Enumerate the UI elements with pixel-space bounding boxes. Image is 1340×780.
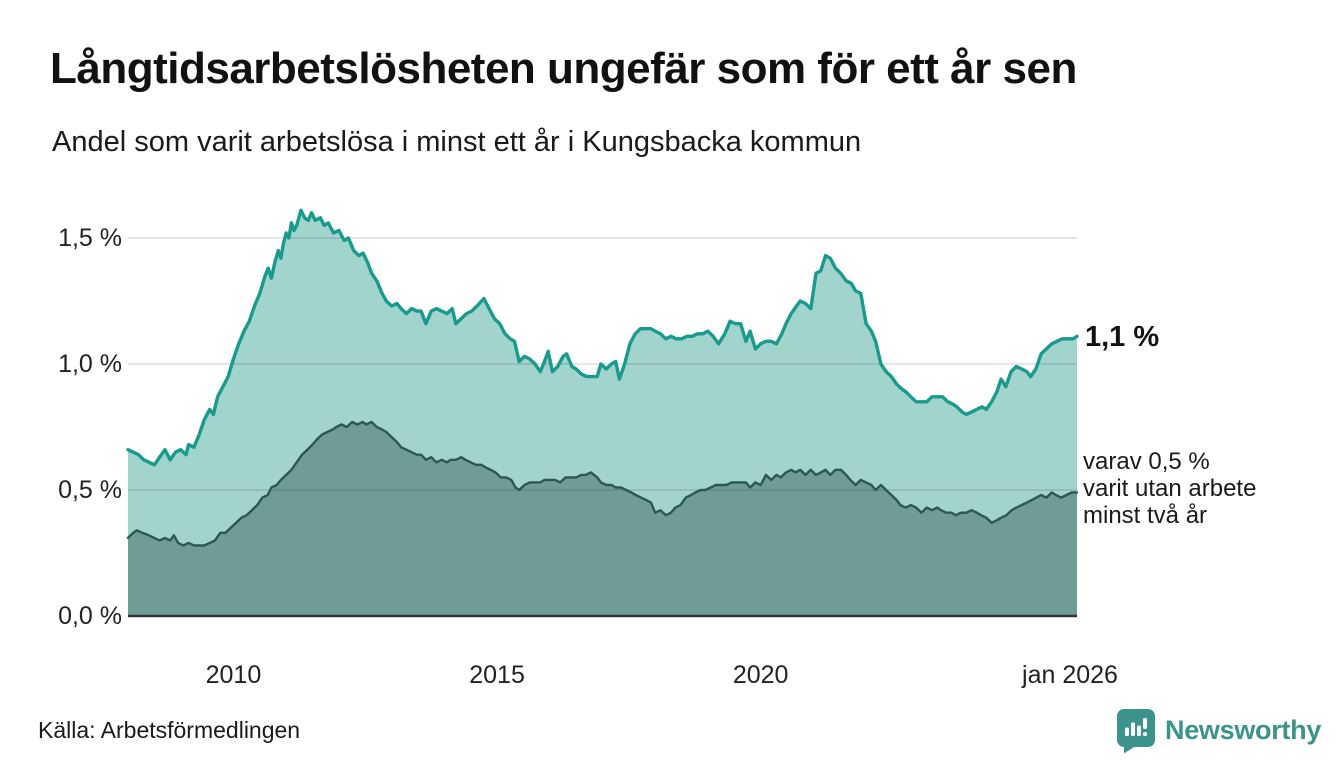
- x-tick-label: 2020: [732, 661, 789, 689]
- y-tick-label: 1,5 %: [58, 224, 122, 252]
- series-1-line: [126, 420, 1079, 547]
- series-0-line: [126, 208, 1079, 467]
- latest-value-label: 1,1 %: [1085, 321, 1160, 353]
- y-tick-label: 1,0 %: [58, 350, 122, 378]
- source-note: Källa: Arbetsförmedlingen: [38, 717, 301, 743]
- brand-name: Newsworthy: [1165, 715, 1322, 745]
- y-tick-label: 0,5 %: [58, 476, 122, 504]
- x-tick-label: jan 2026: [1022, 661, 1118, 689]
- newsworthy-bubble-icon: [1117, 709, 1155, 754]
- exclamation-bar: [1143, 718, 1147, 729]
- x-tick-label: 2010: [205, 661, 262, 689]
- page-title: Långtidsarbetslösheten ungefär som för e…: [50, 44, 1077, 93]
- newsworthy-logo[interactable]: Newsworthy: [1115, 707, 1321, 754]
- chart-lines: [126, 208, 1079, 618]
- bar-chart-glyph: [1125, 718, 1147, 736]
- y-tick-label: 0,0 %: [58, 602, 122, 630]
- two-year-annotation: varav 0,5 % varit utan arbete minst två …: [1083, 448, 1257, 529]
- bubble-shape: [1117, 709, 1155, 754]
- x-tick-label: 2015: [469, 661, 525, 689]
- chart-subtitle: Andel som varit arbetslösa i minst ett å…: [52, 126, 862, 158]
- exclamation-dot: [1143, 732, 1147, 736]
